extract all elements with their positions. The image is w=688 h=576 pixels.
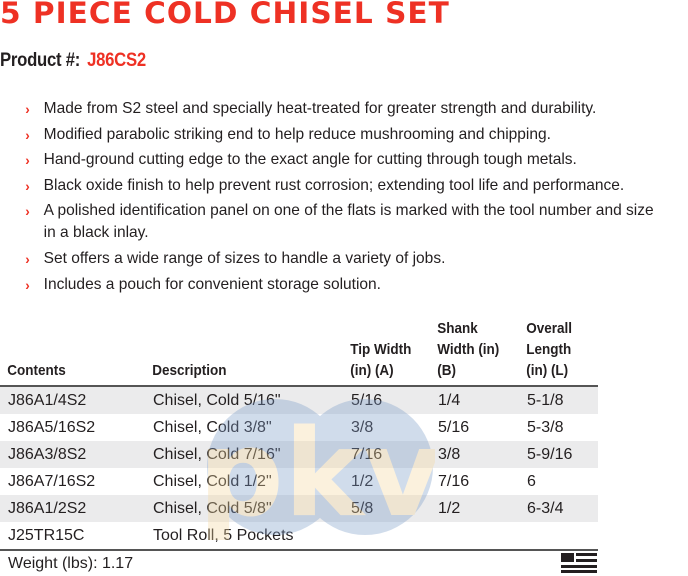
table-cell: J86A7/16S2	[8, 473, 96, 490]
header-overall-length: Overall Length (in) (L)	[526, 320, 572, 379]
product-label: Product #:	[0, 50, 81, 71]
weight: Weight (lbs): 1.17	[8, 555, 134, 572]
table-cell	[519, 522, 598, 550]
page-title: 5 PIECE COLD CHISEL SET	[0, 0, 450, 30]
chevron-right-icon: ›	[25, 126, 30, 143]
table-cell: Tool Roll, 5 Pockets	[153, 527, 294, 544]
table-cell: 3/8	[438, 446, 461, 463]
table-cell	[343, 522, 430, 550]
table-cell: J86A5/16S2	[8, 419, 96, 436]
chevron-right-icon: ›	[25, 276, 30, 293]
product-code: J86CS2	[87, 50, 146, 71]
table-cell: Chisel, Cold 7/16"	[153, 446, 281, 463]
chevron-right-icon: ›	[25, 203, 30, 220]
table-cell: 1/2	[438, 500, 461, 517]
table-cell: 5/8	[351, 500, 374, 517]
header-contents: Contents	[7, 362, 66, 379]
table-row: J25TR15C Tool Roll, 5 Pockets	[0, 522, 598, 550]
table-cell: J86A3/8S2	[8, 446, 87, 463]
table-cell: 5-3/8	[527, 419, 564, 436]
feature-item: › Black oxide finish to help prevent rust…	[0, 175, 669, 197]
feature-list: › Made from S2 steel and specially heat-t…	[0, 98, 688, 299]
table-row: J86A3/8S2 Chisel, Cold 7/16" 7/16 3/8 5-9/16	[0, 441, 598, 468]
chevron-right-icon: ›	[25, 152, 30, 169]
feature-text: Made from S2 steel and specially heat-tr…	[43, 100, 597, 117]
feature-text: Includes a pouch for convenient storage …	[43, 275, 381, 293]
table-cell: 5-1/8	[527, 392, 564, 409]
table-cell: 1/2	[351, 473, 374, 490]
table-cell: Chisel, Cold 5/16"	[153, 392, 281, 409]
feature-text: Hand-ground cutting edge to the exact an…	[43, 151, 577, 169]
table-cell: J86A1/2S2	[8, 500, 87, 517]
usa-flag-icon	[561, 553, 597, 573]
table-row: J86A1/2S2 Chisel, Cold 5/8" 5/8 1/2 6-3/4	[0, 495, 598, 522]
table-header-row: Contents Description Tip Width (in) (A) …	[0, 318, 598, 386]
feature-item: › Modified parabolic striking end to help…	[0, 124, 669, 146]
table-cell: 1/4	[438, 392, 461, 409]
table-cell: 5/16	[438, 419, 470, 436]
table-cell: Chisel, Cold 3/8"	[153, 419, 272, 436]
feature-item: › Set offers a wide range of sizes to han…	[0, 248, 669, 270]
table-row: J86A5/16S2 Chisel, Cold 3/8" 3/8 5/16 5-3/8	[0, 414, 598, 441]
table-cell: 5-9/16	[527, 446, 573, 463]
chevron-right-icon: ›	[25, 101, 30, 117]
table-cell: Chisel, Cold 1/2"	[153, 473, 272, 490]
feature-text: Set offers a wide range of sizes to hand…	[43, 249, 446, 267]
table-cell	[430, 522, 519, 550]
chevron-right-icon: ›	[25, 250, 30, 267]
feature-item: › Includes a pouch for convenient storage…	[0, 274, 669, 296]
table-cell: J25TR15C	[8, 527, 85, 544]
feature-text: Black oxide finish to help prevent rust …	[43, 176, 625, 194]
table-cell: Chisel, Cold 5/8"	[153, 500, 272, 517]
chevron-right-icon: ›	[25, 177, 30, 194]
contents-table: Contents Description Tip Width (in) (A) …	[0, 318, 598, 551]
table-cell: 3/8	[351, 419, 374, 436]
feature-item: › Made from S2 steel and specially heat-t…	[0, 98, 669, 120]
feature-item: › A polished identification panel on one …	[0, 200, 669, 244]
table-cell: 6-3/4	[527, 500, 564, 517]
table-cell: J86A1/4S2	[8, 392, 87, 409]
table-row: J86A1/4S2 Chisel, Cold 5/16" 5/16 1/4 5-1/8	[0, 386, 598, 414]
feature-text: Modified parabolic striking end to help …	[43, 125, 551, 143]
feature-text: A polished identification panel on one o…	[43, 202, 654, 242]
table-cell: 7/16	[438, 473, 470, 490]
feature-item: › Hand-ground cutting edge to the exact a…	[0, 149, 669, 171]
product-number: Product #: J86CS2	[0, 50, 146, 72]
table-row: J86A7/16S2 Chisel, Cold 1/2" 1/2 7/16 6	[0, 468, 598, 495]
header-shank-width: Shank Width (in) (B)	[437, 320, 500, 379]
header-description: Description	[152, 362, 227, 379]
table-cell: 5/16	[351, 392, 383, 409]
header-tip-width: Tip Width (in) (A)	[350, 341, 412, 379]
table-cell: 7/16	[351, 446, 383, 463]
table-cell: 6	[527, 473, 536, 490]
